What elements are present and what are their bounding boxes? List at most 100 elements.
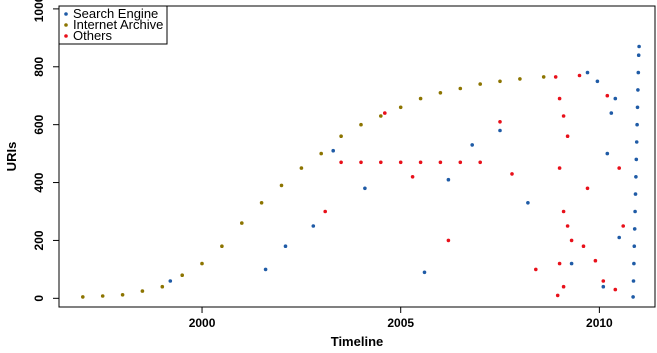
point-1-21	[498, 79, 502, 84]
point-0-11	[635, 105, 640, 110]
point-2-17	[569, 238, 574, 243]
point-0-28	[526, 201, 530, 205]
point-0-7	[634, 175, 638, 179]
point-2-16	[565, 224, 570, 228]
point-0-3	[632, 244, 637, 248]
point-0-20	[498, 128, 502, 133]
point-1-23	[541, 75, 546, 79]
y-tick-label-2: 400	[32, 172, 46, 192]
point-0-2	[632, 261, 636, 266]
point-1-19	[458, 86, 463, 91]
point-2-2	[379, 160, 383, 165]
point-0-13	[636, 70, 641, 75]
point-0-24	[311, 224, 316, 228]
point-2-23	[593, 258, 598, 263]
point-1-17	[418, 96, 423, 101]
point-1-1	[100, 294, 105, 298]
point-0-6	[633, 192, 638, 196]
point-2-25	[605, 93, 610, 98]
point-2-24	[601, 279, 606, 283]
point-0-26	[168, 279, 173, 283]
point-0-30	[601, 284, 606, 289]
x-axis-title: Timeline	[331, 334, 384, 349]
point-0-31	[617, 235, 621, 240]
point-2-20	[555, 293, 560, 298]
point-2-8	[498, 120, 502, 124]
point-0-19	[605, 151, 610, 156]
legend-box	[58, 5, 168, 45]
x-tick-label-0: 2000	[189, 316, 216, 330]
point-0-21	[446, 177, 451, 182]
point-1-0	[81, 295, 85, 299]
point-0-9	[634, 140, 639, 144]
point-2-4	[418, 160, 423, 165]
point-0-34	[283, 244, 288, 248]
y-tick-label-4: 800	[32, 56, 46, 76]
point-1-7	[220, 244, 224, 248]
point-2-13	[565, 134, 570, 138]
point-0-18	[613, 96, 618, 101]
point-0-29	[569, 261, 574, 266]
y-tick-label-0: 0	[32, 295, 46, 302]
point-2-18	[557, 261, 562, 266]
point-2-26	[617, 166, 621, 170]
point-0-0	[631, 295, 635, 299]
point-1-20	[478, 82, 483, 86]
y-axis: 0 200 400 600 800 1000	[32, 0, 59, 302]
point-0-8	[634, 157, 639, 162]
legend-label-others: Others	[73, 28, 113, 43]
point-1-10	[279, 183, 284, 188]
point-0-10	[635, 122, 639, 127]
point-2-9	[383, 111, 387, 115]
legend-marker-others	[64, 34, 68, 38]
y-tick-label-3: 600	[32, 114, 46, 134]
legend-label-internet-archive: Internet Archive	[73, 17, 163, 32]
point-0-15	[637, 44, 641, 49]
point-1-18	[438, 91, 443, 95]
point-2-33	[410, 175, 415, 179]
point-2-29	[581, 244, 586, 248]
point-1-16	[398, 105, 403, 110]
point-2-3	[398, 160, 403, 165]
point-1-22	[518, 77, 522, 81]
point-0-16	[585, 70, 590, 75]
point-0-22	[363, 186, 367, 191]
point-2-7	[478, 160, 483, 165]
point-0-23	[331, 148, 336, 153]
point-2-10	[553, 75, 558, 79]
point-2-1	[359, 160, 363, 165]
y-tick-label-5: 1000	[32, 0, 46, 22]
point-0-27	[422, 270, 427, 275]
y-tick-label-1: 200	[32, 230, 46, 250]
point-2-0	[339, 160, 343, 165]
point-2-15	[561, 209, 566, 214]
point-2-31	[510, 172, 514, 176]
point-2-30	[534, 267, 538, 272]
x-tick-label-1: 2005	[387, 316, 414, 330]
point-1-9	[259, 201, 264, 205]
point-1-8	[240, 221, 244, 225]
point-2-5	[438, 160, 443, 165]
x-axis: 2000 2005 2010	[189, 307, 613, 330]
x-tick-label-2: 2010	[586, 316, 613, 330]
point-0-5	[633, 209, 637, 214]
point-0-32	[609, 111, 614, 115]
point-2-28	[613, 287, 618, 292]
point-0-33	[470, 143, 475, 147]
point-2-12	[561, 114, 566, 118]
legend-label-search-engine: Search Engine	[73, 6, 158, 21]
point-0-17	[595, 79, 600, 84]
point-1-12	[319, 151, 324, 156]
point-2-32	[446, 238, 451, 243]
point-0-4	[632, 227, 637, 231]
point-2-21	[577, 73, 582, 78]
point-2-27	[621, 224, 625, 228]
point-1-11	[299, 166, 304, 170]
point-1-4	[160, 284, 165, 289]
point-1-3	[140, 289, 145, 293]
legend: Search Engine Internet Archive Others	[58, 5, 168, 45]
point-1-5	[180, 273, 184, 278]
point-1-14	[359, 122, 363, 127]
point-1-6	[200, 261, 204, 266]
